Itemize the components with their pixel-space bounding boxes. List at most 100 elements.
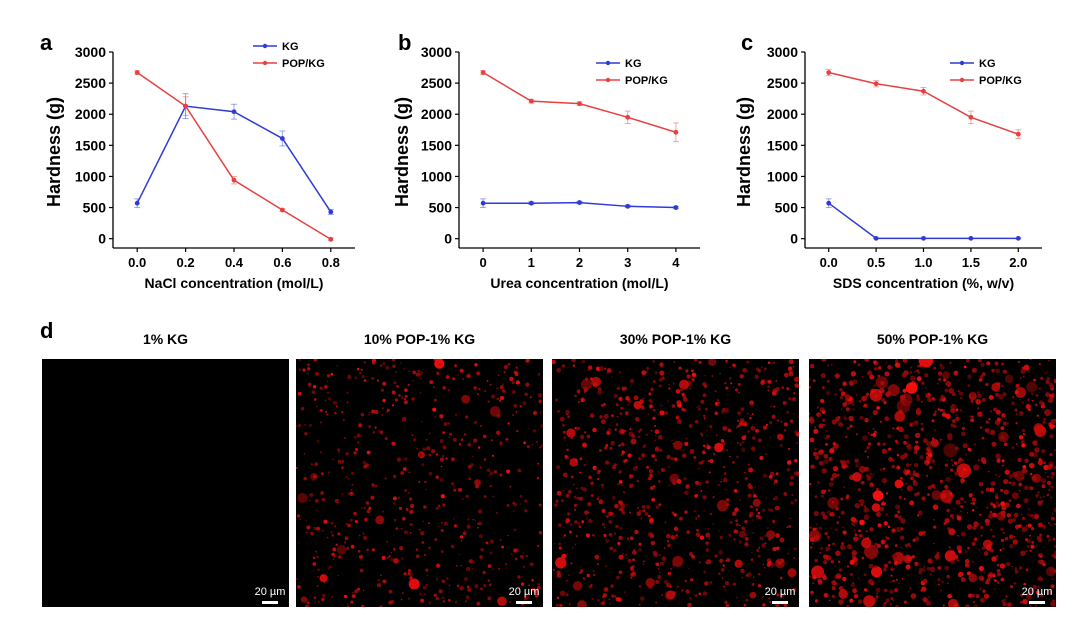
droplet (1027, 513, 1030, 516)
droplet (931, 397, 936, 401)
data-point (625, 114, 631, 120)
droplet (991, 368, 995, 373)
droplet (652, 408, 656, 412)
droplet (887, 434, 892, 439)
droplet (827, 364, 830, 367)
droplet (1045, 566, 1056, 577)
droplet (536, 441, 538, 443)
droplet (1017, 457, 1022, 463)
droplet (966, 512, 969, 514)
droplet (352, 591, 354, 594)
droplet (379, 605, 383, 607)
droplet (1054, 449, 1056, 452)
y-tick-label: 2000 (767, 106, 798, 122)
droplet (700, 432, 703, 435)
droplet (640, 517, 643, 520)
droplet (324, 582, 326, 584)
droplet (947, 433, 953, 439)
x-tick-label: 2 (576, 255, 583, 270)
droplet (327, 391, 329, 394)
droplet (440, 465, 443, 468)
droplet (621, 453, 624, 456)
droplet (720, 561, 723, 563)
droplet (633, 395, 639, 401)
droplet (504, 562, 508, 566)
droplet (958, 457, 963, 462)
droplet (786, 410, 790, 414)
droplet (521, 576, 523, 578)
droplet (944, 565, 950, 571)
droplet (945, 476, 951, 483)
droplet (853, 524, 856, 527)
droplet (667, 400, 669, 402)
droplet (960, 470, 964, 474)
droplet (609, 603, 611, 605)
legend-label: KG (979, 58, 996, 70)
scale-bar-label: 20 µm (764, 586, 796, 598)
droplet (606, 368, 612, 373)
droplet (735, 523, 739, 527)
droplet (741, 441, 745, 444)
droplet (681, 589, 684, 592)
droplet (565, 409, 571, 415)
droplet (948, 528, 956, 536)
micrograph-3-30pop: 20 µm (552, 359, 799, 607)
droplet (439, 439, 444, 443)
droplet (598, 448, 603, 452)
droplet (720, 480, 723, 483)
droplet (956, 418, 960, 421)
droplet (618, 554, 624, 560)
droplet (877, 523, 882, 528)
droplet (479, 424, 483, 428)
droplet (343, 437, 346, 439)
droplet (875, 511, 882, 517)
droplet (703, 414, 706, 417)
droplet (390, 552, 392, 554)
droplet (573, 503, 578, 507)
droplet (510, 553, 513, 556)
droplet (560, 499, 565, 503)
droplet (341, 493, 344, 495)
droplet (659, 370, 665, 376)
droplet (479, 587, 483, 591)
droplet (826, 379, 830, 383)
droplet (703, 510, 705, 512)
droplet (360, 413, 365, 417)
droplet (914, 492, 918, 497)
droplet (576, 389, 581, 394)
droplet (1043, 495, 1045, 498)
droplet (618, 470, 622, 474)
droplet (577, 521, 581, 525)
droplet (756, 496, 758, 498)
droplet (379, 430, 384, 435)
droplet (1000, 538, 1005, 542)
droplet (573, 495, 577, 499)
droplet (745, 598, 749, 602)
droplet (1049, 453, 1053, 457)
droplet (909, 423, 913, 427)
droplet (1037, 522, 1043, 528)
droplet (757, 554, 761, 558)
droplet (882, 390, 885, 392)
droplet (359, 372, 361, 374)
droplet (995, 392, 1000, 397)
droplet (667, 571, 672, 576)
droplet (1005, 595, 1008, 598)
droplet (352, 518, 355, 521)
droplet (960, 505, 964, 509)
data-point (577, 101, 582, 107)
droplet (975, 594, 980, 599)
droplet (938, 398, 943, 403)
droplet (982, 589, 986, 593)
droplet (657, 413, 660, 415)
droplet (475, 484, 479, 489)
droplet (315, 550, 318, 553)
droplet (883, 401, 887, 405)
droplet (1037, 585, 1041, 589)
droplet (744, 520, 748, 524)
droplet (616, 575, 620, 580)
droplet (354, 376, 358, 380)
droplet (531, 444, 533, 446)
droplet (538, 399, 542, 403)
